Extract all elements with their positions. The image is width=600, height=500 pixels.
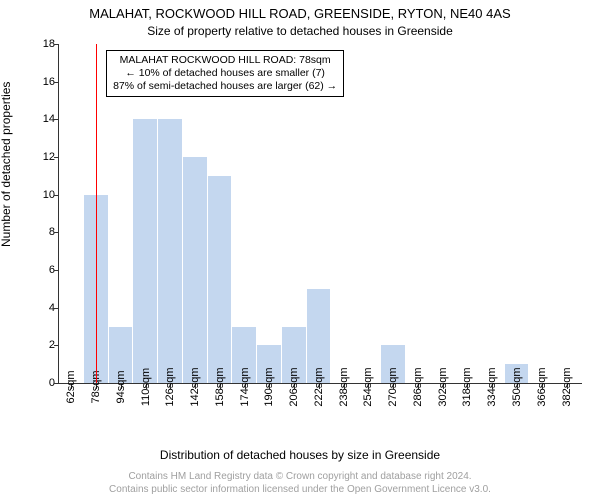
ytick-mark <box>54 157 59 158</box>
ytick-mark <box>54 383 59 384</box>
xtick-label: 318sqm <box>461 367 473 406</box>
xtick-label: 158sqm <box>214 367 226 406</box>
ytick-label: 18 <box>31 38 55 50</box>
xtick-label: 254sqm <box>362 367 374 406</box>
ytick-label: 0 <box>31 377 55 389</box>
ytick-label: 12 <box>31 151 55 163</box>
xtick-label: 222sqm <box>313 367 325 406</box>
xtick-label: 190sqm <box>263 367 275 406</box>
xtick-label: 366sqm <box>536 367 548 406</box>
ytick-mark <box>54 232 59 233</box>
xtick-label: 126sqm <box>164 367 176 406</box>
xtick-label: 62sqm <box>65 370 77 403</box>
xtick-label: 302sqm <box>437 367 449 406</box>
ytick-label: 2 <box>31 339 55 351</box>
histogram-bar <box>133 119 157 383</box>
y-axis-label: Number of detached properties <box>0 82 13 247</box>
ytick-label: 16 <box>31 76 55 88</box>
ytick-mark <box>54 82 59 83</box>
ytick-mark <box>54 195 59 196</box>
footer-line-1: Contains HM Land Registry data © Crown c… <box>0 470 600 483</box>
xtick-label: 110sqm <box>140 368 152 406</box>
xtick-label: 174sqm <box>239 367 251 406</box>
footer-line-2: Contains public sector information licen… <box>0 483 600 496</box>
info-box-line-2: ← 10% of detached houses are smaller (7) <box>113 67 337 80</box>
x-axis-label: Distribution of detached houses by size … <box>0 448 600 462</box>
ytick-label: 6 <box>31 264 55 276</box>
histogram-bar <box>158 119 182 383</box>
chart-root: MALAHAT, ROCKWOOD HILL ROAD, GREENSIDE, … <box>0 0 600 500</box>
ytick-mark <box>54 270 59 271</box>
xtick-label: 270sqm <box>387 367 399 406</box>
xtick-label: 142sqm <box>189 367 201 406</box>
xtick-label: 350sqm <box>511 367 523 406</box>
histogram-bar <box>183 157 207 383</box>
ytick-label: 4 <box>31 302 55 314</box>
ytick-label: 10 <box>31 189 55 201</box>
ytick-mark <box>54 119 59 120</box>
xtick-label: 94sqm <box>115 370 127 403</box>
xtick-label: 238sqm <box>338 367 350 406</box>
xtick-label: 206sqm <box>288 367 300 406</box>
ytick-mark <box>54 345 59 346</box>
ytick-mark <box>54 308 59 309</box>
info-box-line-1: MALAHAT ROCKWOOD HILL ROAD: 78sqm <box>113 54 337 67</box>
title-main: MALAHAT, ROCKWOOD HILL ROAD, GREENSIDE, … <box>0 6 600 21</box>
histogram-bar <box>208 176 232 383</box>
marker-line <box>96 44 97 383</box>
xtick-label: 334sqm <box>486 367 498 406</box>
info-box: MALAHAT ROCKWOOD HILL ROAD: 78sqm← 10% o… <box>106 50 344 97</box>
info-box-line-3: 87% of semi-detached houses are larger (… <box>113 80 337 93</box>
title-sub: Size of property relative to detached ho… <box>0 24 600 38</box>
xtick-label: 286sqm <box>412 367 424 406</box>
ytick-label: 8 <box>31 226 55 238</box>
plot-area: 02468101214161862sqm78sqm94sqm110sqm126s… <box>58 44 582 384</box>
ytick-label: 14 <box>31 113 55 125</box>
xtick-label: 382sqm <box>561 367 573 406</box>
ytick-mark <box>54 44 59 45</box>
footer: Contains HM Land Registry data © Crown c… <box>0 470 600 496</box>
